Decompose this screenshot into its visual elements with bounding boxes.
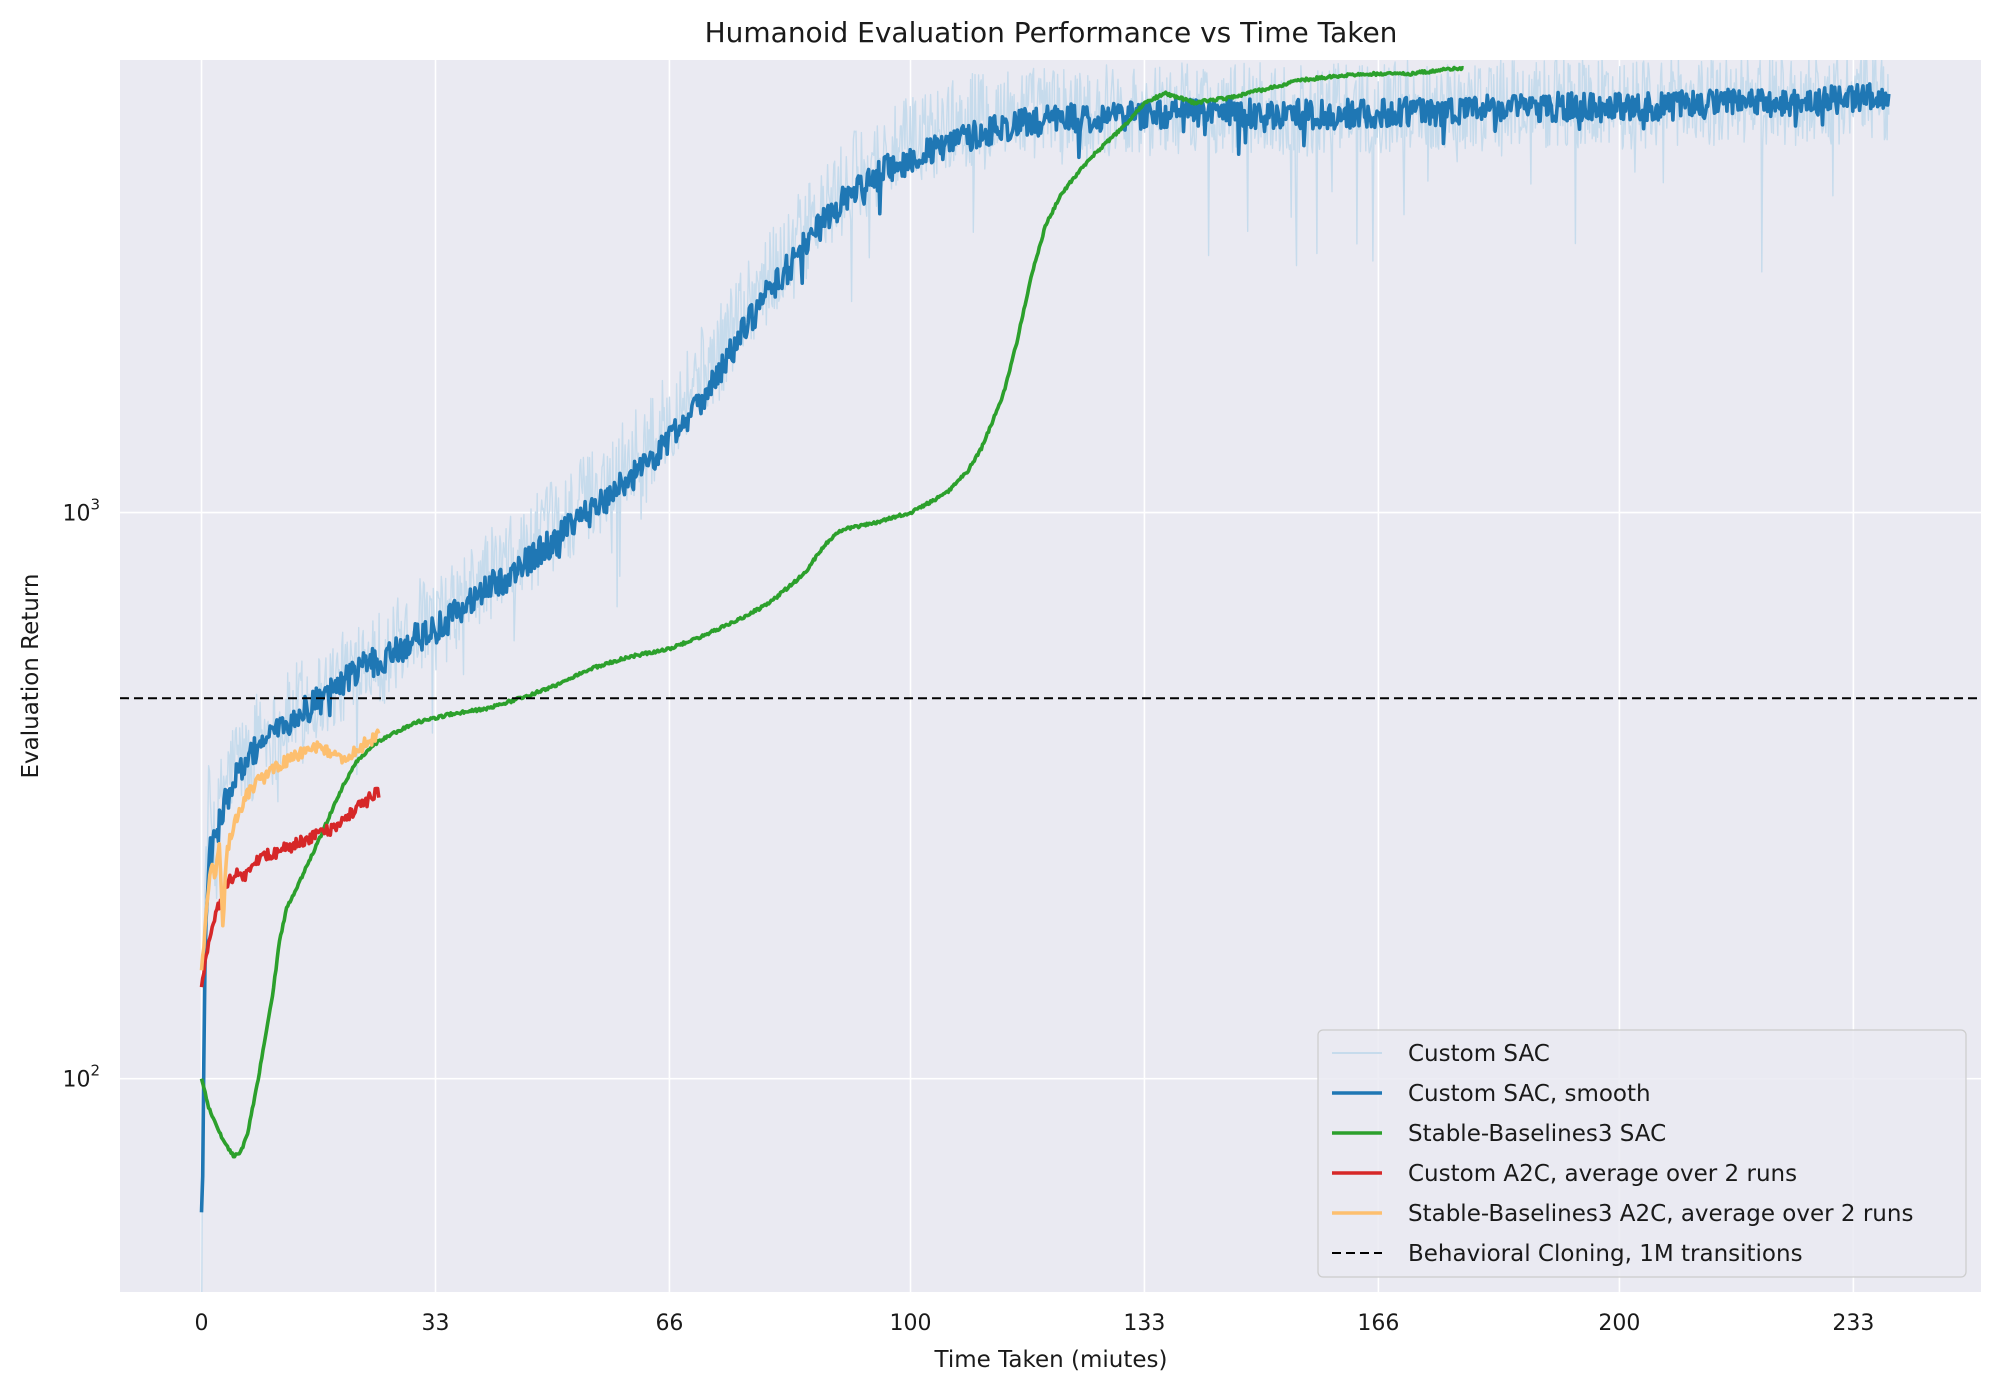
y-axis-label: Evaluation Return xyxy=(18,574,44,779)
y-tick-label: 103 xyxy=(62,496,100,527)
legend-label: Behavioral Cloning, 1M transitions xyxy=(1408,1241,1803,1267)
series-line-4 xyxy=(199,786,381,988)
legend-label: Stable-Baselines3 SAC xyxy=(1408,1121,1666,1147)
series-line-3 xyxy=(199,65,1465,1159)
series-line-2 xyxy=(199,82,1891,1213)
x-tick-label: 0 xyxy=(195,1311,209,1336)
legend-label: Custom SAC, smooth xyxy=(1408,1081,1651,1107)
legend-label: Stable-Baselines3 A2C, average over 2 ru… xyxy=(1408,1201,1913,1227)
legend-label: Custom SAC xyxy=(1408,1041,1550,1067)
x-tick-label: 66 xyxy=(655,1311,683,1336)
x-tick-label: 200 xyxy=(1598,1311,1640,1336)
chart-title: Humanoid Evaluation Performance vs Time … xyxy=(705,16,1398,49)
y-axis: 102 103 xyxy=(62,496,100,1093)
x-tick-label: 100 xyxy=(889,1311,931,1336)
series-layer xyxy=(199,60,1891,1292)
legend: Custom SAC Custom SAC, smooth Stable-Basel… xyxy=(1317,1029,1967,1278)
x-tick-label: 133 xyxy=(1123,1311,1165,1336)
y-tick-label: 102 xyxy=(62,1062,100,1093)
legend-box xyxy=(1317,1029,1967,1278)
x-tick-label: 233 xyxy=(1832,1311,1874,1336)
x-axis-label: Time Taken (miutes) xyxy=(934,1347,1168,1373)
legend-label: Custom A2C, average over 2 runs xyxy=(1408,1161,1797,1187)
series-line-5 xyxy=(199,728,381,971)
x-axis: 0 33 66 100 133 166 200 233 xyxy=(195,1311,1875,1336)
x-tick-label: 166 xyxy=(1357,1311,1399,1336)
x-tick-label: 33 xyxy=(421,1311,449,1336)
